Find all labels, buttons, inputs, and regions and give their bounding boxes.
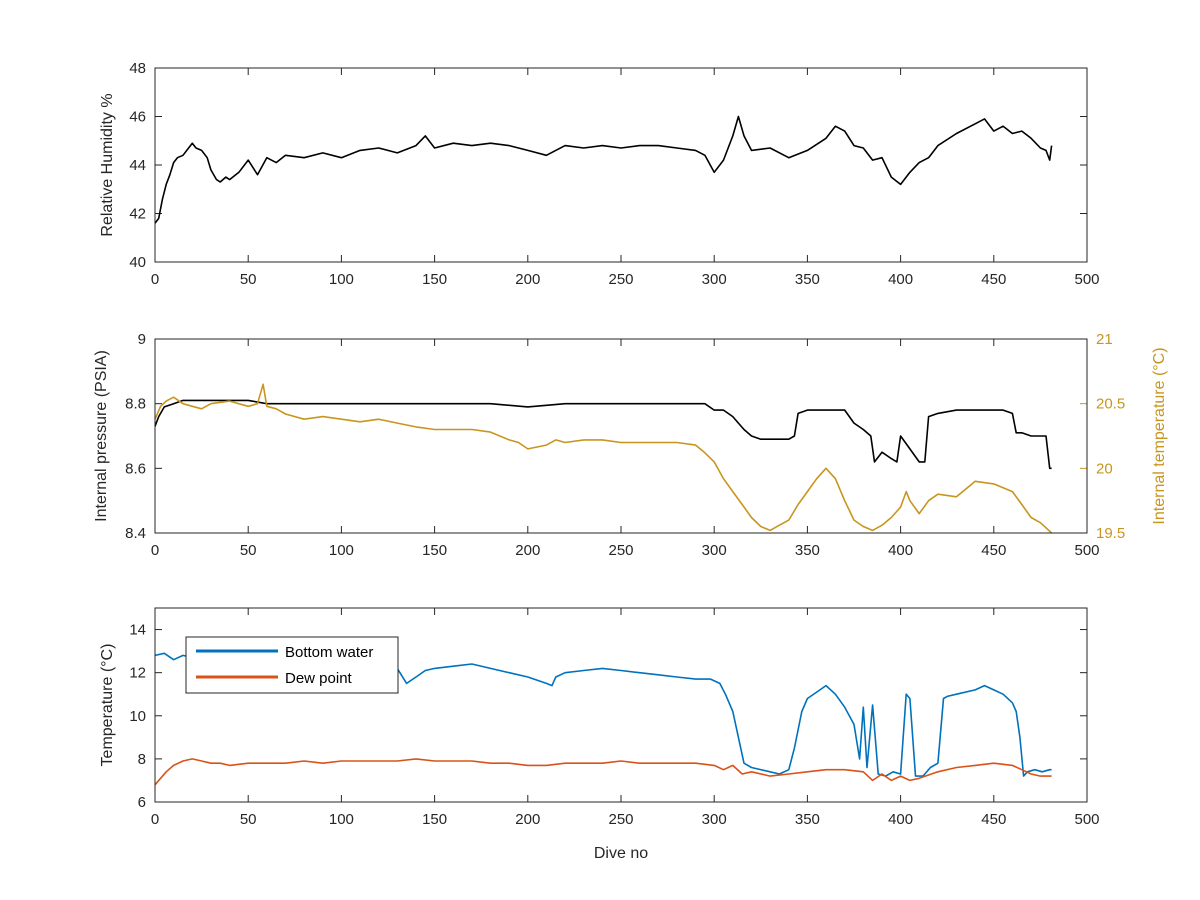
panel-pressure: 0 50 100 150 200 250 300 350 400 450 500 8.4 8.6 8.8…: [93, 331, 1168, 559]
x-tick-label: 0: [151, 542, 159, 559]
series-line-dew-point: [154, 758, 1052, 786]
x-tick-label: 100: [329, 271, 354, 288]
y2-tick-label: 20.5: [1096, 396, 1125, 413]
series-line-series-1: [154, 383, 1053, 534]
x-tick-label: 150: [422, 271, 447, 288]
series-line-series-0: [154, 115, 1053, 224]
x-tick-label: 200: [515, 271, 540, 288]
y-tick-label: 46: [129, 109, 146, 126]
x-tick-label: 150: [422, 811, 447, 828]
x-tick-label: 400: [888, 271, 913, 288]
x-tick-label: 450: [981, 271, 1006, 288]
y-tick-label: 8: [138, 751, 146, 768]
y-axis-ticks: 6 8 10 12 14: [129, 622, 1087, 811]
series-layer: [154, 652, 1052, 786]
x-tick-label: 0: [151, 811, 159, 828]
y-tick-label: 6: [138, 794, 146, 811]
legend-label-bottom-water: Bottom water: [285, 644, 373, 661]
plot-area: [155, 68, 1087, 262]
legend-label-dew-point: Dew point: [285, 670, 353, 687]
y-axis-label: Internal pressure (PSIA): [93, 350, 110, 522]
x-tick-label: 200: [515, 811, 540, 828]
x-tick-label: 50: [240, 271, 257, 288]
x-tick-label: 400: [888, 542, 913, 559]
x-axis-ticks: 0 50 100 150 200 250 300 350 400 450 500: [151, 68, 1100, 288]
panel-temperature: 0 50 100 150 200 250 300 350 400 450 500 68101214 …: [99, 607, 1100, 862]
x-tick-label: 450: [981, 542, 1006, 559]
plot-frame: [154, 338, 1088, 534]
x-tick-label: 250: [608, 542, 633, 559]
plot-area: [155, 339, 1087, 533]
y2-tick-label: 21: [1096, 331, 1113, 348]
y-tick-label: 14: [129, 622, 146, 639]
x-tick-label: 250: [608, 271, 633, 288]
y-tick-label: 8.4: [125, 525, 146, 542]
y-axis-label: Temperature (°C): [99, 644, 116, 767]
y-tick-label: 8.8: [125, 396, 146, 413]
plot-frame: [154, 67, 1088, 263]
x-tick-label: 350: [795, 271, 820, 288]
x-axis-ticks: 0 50 100 150 200 250 300 350 400 450 500: [151, 608, 1100, 828]
y-tick-label: 48: [129, 60, 146, 77]
x-tick-label: 100: [329, 542, 354, 559]
y-tick-label: 10: [129, 708, 146, 725]
x-tick-label: 250: [608, 811, 633, 828]
x-axis-ticks: 0 50 100 150 200 250 300 350 400 450 500: [151, 339, 1100, 559]
y-axis-ticks: 40 42 44 46 48: [129, 60, 1087, 271]
x-tick-label: 300: [702, 811, 727, 828]
x-tick-label: 400: [888, 811, 913, 828]
x-tick-label: 100: [329, 811, 354, 828]
y2-tick-label: 20: [1096, 460, 1113, 477]
x-tick-label: 500: [1074, 271, 1099, 288]
y-tick-label: 9: [138, 331, 146, 348]
x-axis-label: Dive no: [594, 845, 648, 862]
panel-humidity: 0 50 100 150 200 250 300 350 400 450 500 404244464…: [99, 60, 1100, 288]
series-layer: [154, 115, 1053, 224]
y-tick-label: 8.6: [125, 460, 146, 477]
x-tick-label: 300: [702, 542, 727, 559]
x-tick-label: 200: [515, 542, 540, 559]
legend: Bottom water Dew point: [185, 636, 399, 694]
y-tick-label: 44: [129, 157, 146, 174]
x-tick-label: 150: [422, 542, 447, 559]
y-tick-label: 40: [129, 254, 146, 271]
y-tick-label: 12: [129, 665, 146, 682]
y2-axis-label: Internal temperature (°C): [1151, 347, 1168, 524]
y-axis-ticks: 8.4 8.6 8.8 9: [125, 331, 162, 542]
series-line-bottom-water: [154, 652, 1052, 777]
x-tick-label: 350: [795, 542, 820, 559]
x-tick-label: 300: [702, 271, 727, 288]
plot-frame: [154, 607, 1088, 803]
y-axis-label: Relative Humidity %: [99, 93, 116, 236]
x-tick-label: 350: [795, 811, 820, 828]
legend-box: [185, 636, 399, 694]
y2-tick-label: 19.5: [1096, 525, 1125, 542]
x-tick-label: 500: [1074, 542, 1099, 559]
x-tick-label: 450: [981, 811, 1006, 828]
series-line-series-0: [154, 399, 1052, 470]
x-tick-label: 50: [240, 542, 257, 559]
x-tick-label: 500: [1074, 811, 1099, 828]
y-tick-label: 42: [129, 206, 146, 223]
series-layer: [154, 383, 1053, 534]
x-tick-label: 0: [151, 271, 159, 288]
x-tick-label: 50: [240, 811, 257, 828]
